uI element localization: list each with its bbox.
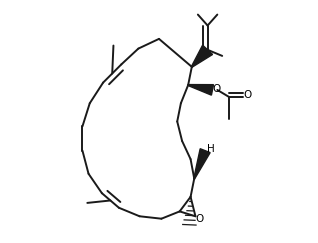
Polygon shape bbox=[194, 149, 210, 179]
Text: H: H bbox=[207, 144, 215, 155]
Polygon shape bbox=[191, 45, 213, 67]
Text: O: O bbox=[196, 214, 204, 224]
Polygon shape bbox=[188, 85, 213, 95]
Text: O: O bbox=[213, 84, 221, 94]
Text: O: O bbox=[243, 90, 251, 100]
